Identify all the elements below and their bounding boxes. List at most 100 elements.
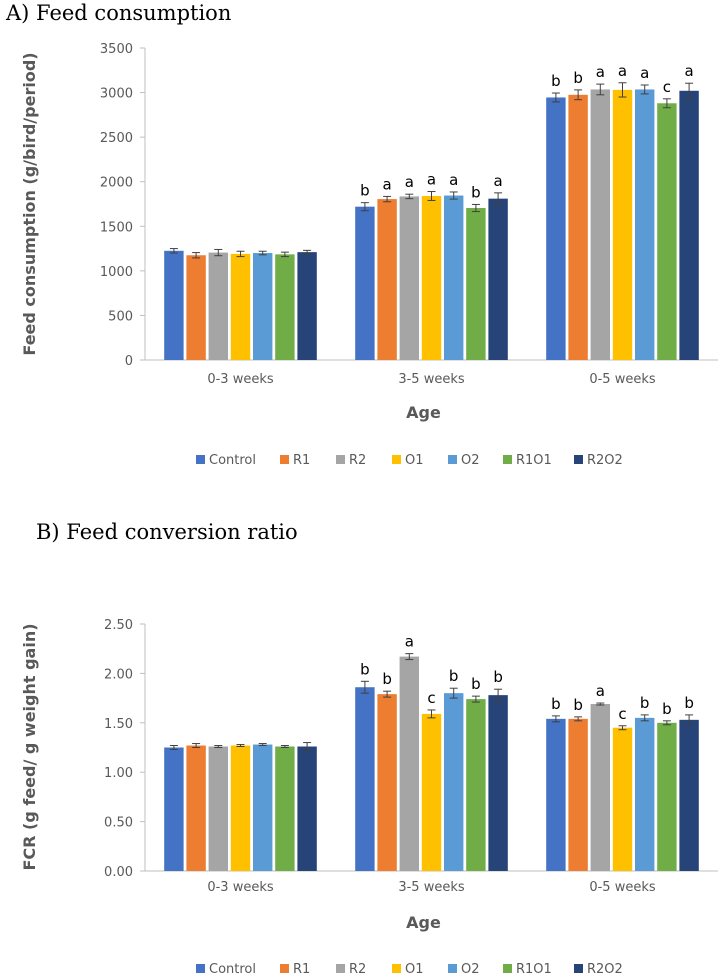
- p2-legend-label: R1O1: [516, 962, 552, 977]
- p2-y-tick-label: 0.00: [104, 865, 133, 880]
- p2-significance-letter: b: [449, 667, 459, 685]
- p1-legend-label: R1O1: [516, 453, 552, 468]
- p2-legend-swatch: [336, 964, 345, 973]
- p1-legend-swatch: [336, 455, 345, 464]
- p2-legend-swatch: [196, 964, 205, 973]
- p1-significance-letter: a: [618, 62, 627, 80]
- p1-bar: [679, 90, 699, 360]
- p2-bar: [466, 699, 486, 871]
- p1-bar: [208, 252, 228, 360]
- p1-bar: [568, 94, 588, 361]
- p2-legend-label: R2: [349, 962, 366, 977]
- p1-significance-letter: a: [596, 63, 605, 81]
- p1-significance-letter: b: [551, 72, 561, 90]
- p2-bar: [275, 746, 295, 871]
- p1-bar: [186, 255, 206, 360]
- p2-legend-swatch: [280, 964, 289, 973]
- p2-legend-label: O2: [461, 962, 480, 977]
- p1-legend-swatch: [503, 455, 512, 464]
- p1-bar: [399, 196, 419, 360]
- p2-legend-label: O1: [405, 962, 424, 977]
- p1-bar: [230, 253, 251, 360]
- p2-bar: [679, 719, 699, 871]
- p2-significance-letter: c: [427, 689, 435, 707]
- p2-significance-letter: a: [405, 633, 414, 651]
- p1-y-axis-title: Feed consumption (g/bird/period): [20, 52, 39, 355]
- p1-legend-label: R2: [349, 453, 366, 468]
- p2-chart-title: B) Feed conversion ratio: [36, 520, 298, 544]
- p2-bar: [186, 745, 206, 871]
- p1-y-tick-label: 3500: [100, 42, 133, 57]
- p1-significance-letter: a: [684, 62, 693, 80]
- p1-bar: [466, 208, 486, 360]
- p2-category-label: 3-5 weeks: [398, 880, 465, 895]
- p1-bar: [377, 199, 397, 360]
- p2-y-tick-label: 0.50: [104, 816, 133, 831]
- p1-bar: [297, 252, 317, 360]
- p2-category-label: 0-3 weeks: [207, 880, 274, 895]
- p2-significance-letter: b: [382, 670, 392, 688]
- p1-y-tick-label: 0: [125, 354, 133, 369]
- p2-legend-label: R1: [293, 962, 310, 977]
- p2-y-tick-label: 2.50: [104, 618, 133, 633]
- p2-bar: [568, 718, 588, 871]
- p2-legend-label: R2O2: [587, 962, 623, 977]
- p2-significance-letter: b: [684, 694, 694, 712]
- p2-bar: [612, 727, 633, 871]
- p1-bar: [275, 254, 295, 360]
- p2-bar: [635, 717, 655, 871]
- p2-y-tick-label: 1.50: [104, 717, 133, 732]
- p1-bar: [421, 195, 442, 360]
- p2-significance-letter: b: [573, 696, 583, 714]
- p1-bar: [635, 89, 655, 361]
- p2-bar: [208, 746, 228, 871]
- p1-category-label: 3-5 weeks: [398, 372, 465, 387]
- p2-bar: [421, 713, 442, 871]
- p2-y-tick-label: 1.00: [104, 766, 133, 781]
- p1-legend-swatch: [280, 455, 289, 464]
- p2-significance-letter: b: [640, 694, 650, 712]
- p2-significance-letter: b: [662, 700, 672, 718]
- p1-y-tick-label: 2500: [100, 131, 133, 146]
- p2-x-axis-title: Age: [406, 913, 441, 932]
- p1-legend-swatch: [448, 455, 457, 464]
- p1-legend-label: Control: [209, 453, 256, 468]
- p2-significance-letter: b: [471, 675, 481, 693]
- p2-bar: [253, 744, 273, 871]
- p2-bar: [399, 656, 419, 871]
- p1-legend-label: O1: [405, 453, 424, 468]
- p1-x-axis-title: Age: [406, 403, 441, 422]
- p1-y-tick-label: 3000: [100, 87, 133, 102]
- p1-y-tick-label: 500: [108, 309, 133, 324]
- p1-chart-title: A) Feed consumption: [5, 1, 231, 25]
- p2-significance-letter: a: [596, 682, 605, 700]
- p1-bar: [355, 206, 375, 360]
- p1-significance-letter: a: [640, 64, 649, 82]
- p2-bar: [444, 693, 464, 871]
- p1-significance-letter: b: [471, 183, 481, 201]
- p1-significance-letter: a: [405, 173, 414, 191]
- p1-bar: [488, 198, 508, 360]
- p1-significance-letter: a: [382, 175, 391, 193]
- p2-bar: [164, 747, 184, 871]
- p1-significance-letter: b: [573, 69, 583, 87]
- p1-legend-label: R2O2: [587, 453, 623, 468]
- p2-legend-swatch: [574, 964, 583, 973]
- p2-y-tick-label: 2.00: [104, 667, 133, 682]
- p1-bar: [657, 103, 677, 361]
- p1-significance-letter: a: [427, 171, 436, 189]
- p1-significance-letter: b: [360, 182, 370, 200]
- p2-bar: [230, 745, 251, 871]
- p2-significance-letter: c: [618, 705, 626, 723]
- p2-significance-letter: b: [493, 668, 503, 686]
- p2-bar: [355, 687, 375, 871]
- p2-legend-swatch: [392, 964, 401, 973]
- p2-y-axis-title: FCR (g feed/ g weight gain): [20, 623, 39, 870]
- p1-legend-label: O2: [461, 453, 480, 468]
- p1-y-tick-label: 1000: [100, 265, 133, 280]
- p1-legend-swatch: [392, 455, 401, 464]
- p1-bar: [253, 253, 273, 360]
- p1-legend-swatch: [196, 455, 205, 464]
- p1-significance-letter: c: [663, 78, 671, 96]
